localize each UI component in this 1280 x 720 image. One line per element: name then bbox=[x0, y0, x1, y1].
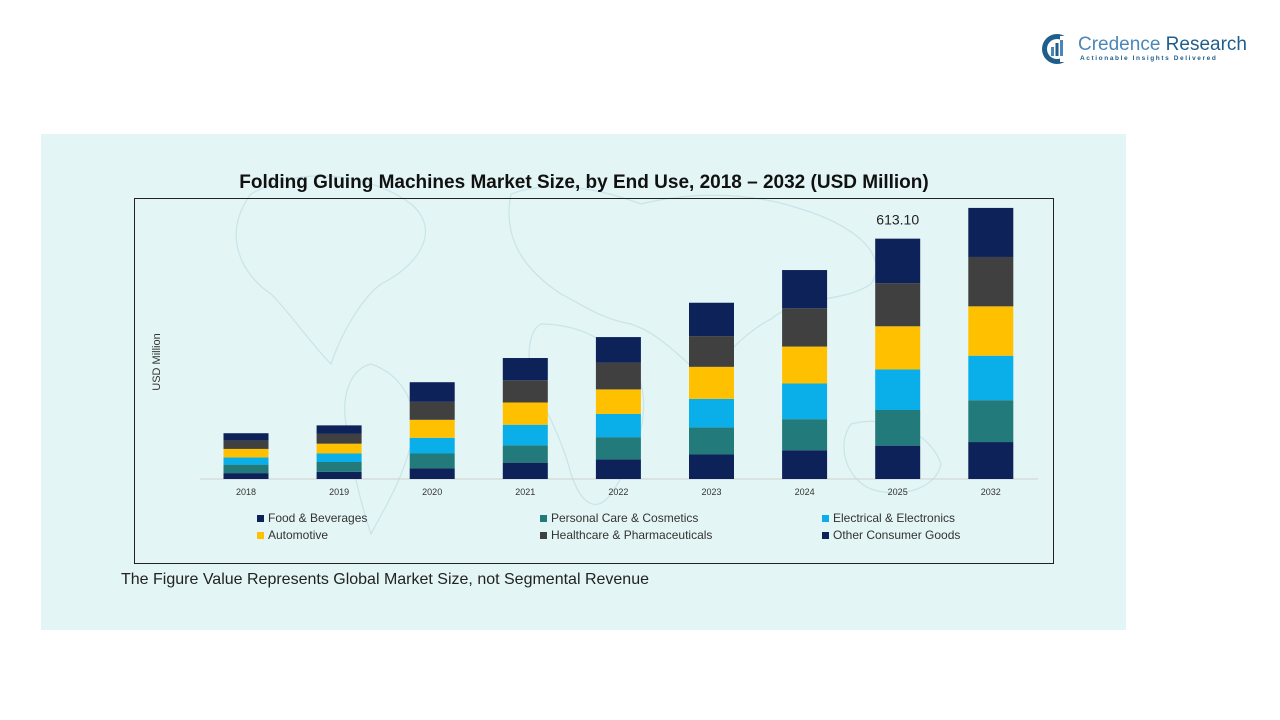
legend-item: Personal Care & Cosmetics bbox=[540, 511, 698, 525]
bar-segment-2018-2 bbox=[223, 464, 269, 474]
bar-segment-2023-3 bbox=[689, 398, 734, 428]
legend-item: Automotive bbox=[257, 528, 328, 542]
bar-segment-2020-3 bbox=[409, 437, 455, 454]
chart-frame bbox=[134, 198, 1054, 564]
bar-segment-2023-1 bbox=[689, 454, 734, 479]
bar-segment-2022-3 bbox=[595, 413, 641, 438]
bar-segment-2019-2 bbox=[316, 461, 362, 472]
brand-name-part1: Credence bbox=[1078, 34, 1161, 55]
legend-label: Personal Care & Cosmetics bbox=[551, 511, 699, 525]
bar-segment-2019-6 bbox=[316, 425, 362, 434]
x-tick-label: 2022 bbox=[608, 487, 628, 497]
stacked-bar-chart: 2018 2019 2020 2021 2022 2023 2024 2025 613.10 20… bbox=[200, 207, 1038, 497]
bar-segment-2021-5 bbox=[502, 380, 548, 403]
bar-segment-2019-5 bbox=[316, 433, 362, 444]
data-label-2025: 613.10 bbox=[876, 212, 919, 228]
bar-segment-2023-6 bbox=[689, 302, 734, 337]
bar-segment-2025-2 bbox=[875, 410, 921, 446]
bar-segment-2020-2 bbox=[409, 453, 455, 469]
bar-segment-2023-4 bbox=[689, 366, 734, 399]
bar-segment-2020-5 bbox=[409, 401, 455, 420]
bar-segment-2032-5 bbox=[968, 256, 1014, 307]
bar-segment-2024-4 bbox=[782, 346, 828, 384]
legend-swatch bbox=[257, 514, 264, 522]
bar-segment-2021-3 bbox=[502, 424, 548, 446]
legend-item: Electrical & Electronics bbox=[822, 511, 955, 525]
bar-segment-2032-2 bbox=[968, 400, 1014, 443]
x-tick-label: 2024 bbox=[795, 487, 815, 497]
bar-segment-2020-6 bbox=[409, 382, 455, 402]
legend-swatch bbox=[257, 531, 264, 539]
bar-segment-2024-2 bbox=[782, 419, 828, 451]
bar-segment-2022-6 bbox=[595, 337, 641, 363]
bar-segment-2022-4 bbox=[595, 389, 641, 414]
brand-name-part2: Research bbox=[1165, 34, 1247, 55]
legend-label: Automotive bbox=[268, 528, 329, 542]
bar-segment-2018-6 bbox=[223, 433, 269, 441]
bar-segment-2022-1 bbox=[595, 459, 641, 479]
bar-segment-2025-4 bbox=[875, 326, 921, 370]
x-tick-label: 2032 bbox=[981, 487, 1001, 497]
bar-segment-2022-2 bbox=[595, 437, 641, 460]
bar-segment-2032-4 bbox=[968, 306, 1014, 356]
x-tick-label: 2018 bbox=[236, 487, 256, 497]
bar-segment-2018-5 bbox=[223, 440, 269, 449]
bar-segment-2018-3 bbox=[223, 457, 269, 465]
bar-segment-2020-1 bbox=[409, 468, 455, 479]
legend-swatch bbox=[822, 531, 829, 539]
bar-segment-2021-6 bbox=[502, 358, 548, 381]
bar-segment-2019-1 bbox=[316, 471, 362, 479]
legend-item: Food & Beverages bbox=[257, 511, 367, 525]
credence-logo-icon bbox=[1042, 34, 1074, 64]
brand-name: Credence Research bbox=[1078, 34, 1247, 56]
bar-segment-2021-1 bbox=[502, 462, 548, 479]
bar-segment-2021-2 bbox=[502, 445, 548, 463]
bar-segment-2024-6 bbox=[782, 270, 828, 309]
legend-item: Other Consumer Goods bbox=[822, 528, 960, 542]
bar-segment-2019-4 bbox=[316, 443, 362, 454]
bar-segment-2024-1 bbox=[782, 450, 828, 479]
bar-segment-2025-6 bbox=[875, 238, 921, 284]
brand-logo: Credence Research Actionable Insights De… bbox=[1040, 32, 1255, 68]
bar-segment-2025-5 bbox=[875, 283, 921, 327]
bar-segment-2032-3 bbox=[968, 355, 1014, 401]
chart-panel bbox=[41, 134, 1126, 630]
bar-segment-2023-2 bbox=[689, 427, 734, 455]
legend-label: Food & Beverages bbox=[268, 511, 368, 525]
x-tick-label: 2020 bbox=[422, 487, 442, 497]
bar-segment-2018-4 bbox=[223, 448, 269, 458]
bar-segment-2032-6 bbox=[968, 207, 1014, 257]
legend-label: Electrical & Electronics bbox=[833, 511, 956, 525]
bar-segment-2025-1 bbox=[875, 445, 921, 479]
chart-title: Folding Gluing Machines Market Size, by … bbox=[239, 172, 929, 193]
x-tick-label: 2023 bbox=[701, 487, 721, 497]
legend-swatch bbox=[540, 514, 547, 522]
x-tick-label: 2025 bbox=[888, 487, 908, 497]
bar-segment-2032-1 bbox=[968, 442, 1014, 479]
figure-note: The Figure Value Represents Global Marke… bbox=[121, 571, 649, 588]
x-tick-label: 2019 bbox=[329, 487, 349, 497]
bar-segment-2024-5 bbox=[782, 308, 828, 347]
bar-segment-2019-3 bbox=[316, 453, 362, 462]
legend-label: Other Consumer Goods bbox=[833, 528, 961, 542]
bar-segment-2021-4 bbox=[502, 402, 548, 425]
legend-swatch bbox=[540, 531, 547, 539]
bar-segment-2020-4 bbox=[409, 419, 455, 438]
chart-legend: Food & Beverages Personal Care & Cosmetic… bbox=[257, 511, 1037, 547]
legend-swatch bbox=[822, 514, 829, 522]
brand-tagline: Actionable Insights Delivered bbox=[1080, 55, 1218, 62]
bar-segment-2023-5 bbox=[689, 336, 734, 367]
x-tick-label: 2021 bbox=[515, 487, 535, 497]
bar-segment-2024-3 bbox=[782, 383, 828, 420]
bar-segment-2022-5 bbox=[595, 362, 641, 390]
legend-item: Healthcare & Pharmaceuticals bbox=[540, 528, 712, 542]
legend-label: Healthcare & Pharmaceuticals bbox=[551, 528, 713, 542]
bar-segment-2018-1 bbox=[223, 473, 269, 479]
bar-segment-2025-3 bbox=[875, 369, 921, 411]
